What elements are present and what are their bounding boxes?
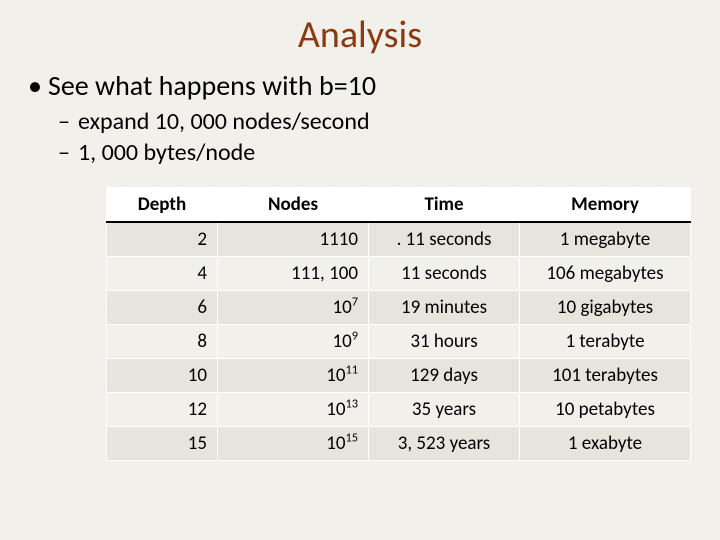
cell-memory: 10 gigabytes — [520, 291, 691, 325]
cell-nodes: 109 — [218, 325, 369, 359]
col-header-time: Time — [369, 188, 520, 223]
cell-depth: 2 — [107, 222, 218, 257]
slide: Analysis See what happens with b=10 expa… — [0, 0, 720, 540]
cell-time: 35 years — [369, 393, 520, 427]
cell-time: 11 seconds — [369, 257, 520, 291]
bullet-sub-2: 1, 000 bytes/node — [26, 138, 694, 167]
cell-time: 31 hours — [369, 325, 520, 359]
cell-time: . 11 seconds — [369, 222, 520, 257]
cell-depth: 10 — [107, 359, 218, 393]
analysis-table-wrap: Depth Nodes Time Memory 2 1110 . 11 seco… — [106, 187, 694, 461]
col-header-memory: Memory — [520, 188, 691, 223]
table-row: 12 1013 35 years 10 petabytes — [107, 393, 691, 427]
cell-memory: 101 terabytes — [520, 359, 691, 393]
cell-memory: 1 exabyte — [520, 427, 691, 461]
cell-memory: 106 megabytes — [520, 257, 691, 291]
cell-nodes: 111, 100 — [218, 257, 369, 291]
cell-memory: 1 megabyte — [520, 222, 691, 257]
table-row: 8 109 31 hours 1 terabyte — [107, 325, 691, 359]
cell-nodes: 107 — [218, 291, 369, 325]
table-row: 10 1011 129 days 101 terabytes — [107, 359, 691, 393]
cell-nodes: 1013 — [218, 393, 369, 427]
cell-time: 129 days — [369, 359, 520, 393]
cell-time: 19 minutes — [369, 291, 520, 325]
analysis-table: Depth Nodes Time Memory 2 1110 . 11 seco… — [106, 187, 691, 461]
cell-memory: 10 petabytes — [520, 393, 691, 427]
table-row: 4 111, 100 11 seconds 106 megabytes — [107, 257, 691, 291]
bullet-main: See what happens with b=10 — [26, 68, 694, 103]
col-header-depth: Depth — [107, 188, 218, 223]
cell-time: 3, 523 years — [369, 427, 520, 461]
cell-depth: 15 — [107, 427, 218, 461]
cell-depth: 8 — [107, 325, 218, 359]
cell-nodes: 1011 — [218, 359, 369, 393]
cell-nodes: 1015 — [218, 427, 369, 461]
table-row: 6 107 19 minutes 10 gigabytes — [107, 291, 691, 325]
cell-nodes: 1110 — [218, 222, 369, 257]
cell-depth: 12 — [107, 393, 218, 427]
cell-depth: 4 — [107, 257, 218, 291]
table-row: 2 1110 . 11 seconds 1 megabyte — [107, 222, 691, 257]
table-header-row: Depth Nodes Time Memory — [107, 188, 691, 223]
col-header-nodes: Nodes — [218, 188, 369, 223]
table-row: 15 1015 3, 523 years 1 exabyte — [107, 427, 691, 461]
cell-memory: 1 terabyte — [520, 325, 691, 359]
slide-title: Analysis — [26, 12, 694, 58]
bullet-sub-1: expand 10, 000 nodes/second — [26, 107, 694, 136]
cell-depth: 6 — [107, 291, 218, 325]
